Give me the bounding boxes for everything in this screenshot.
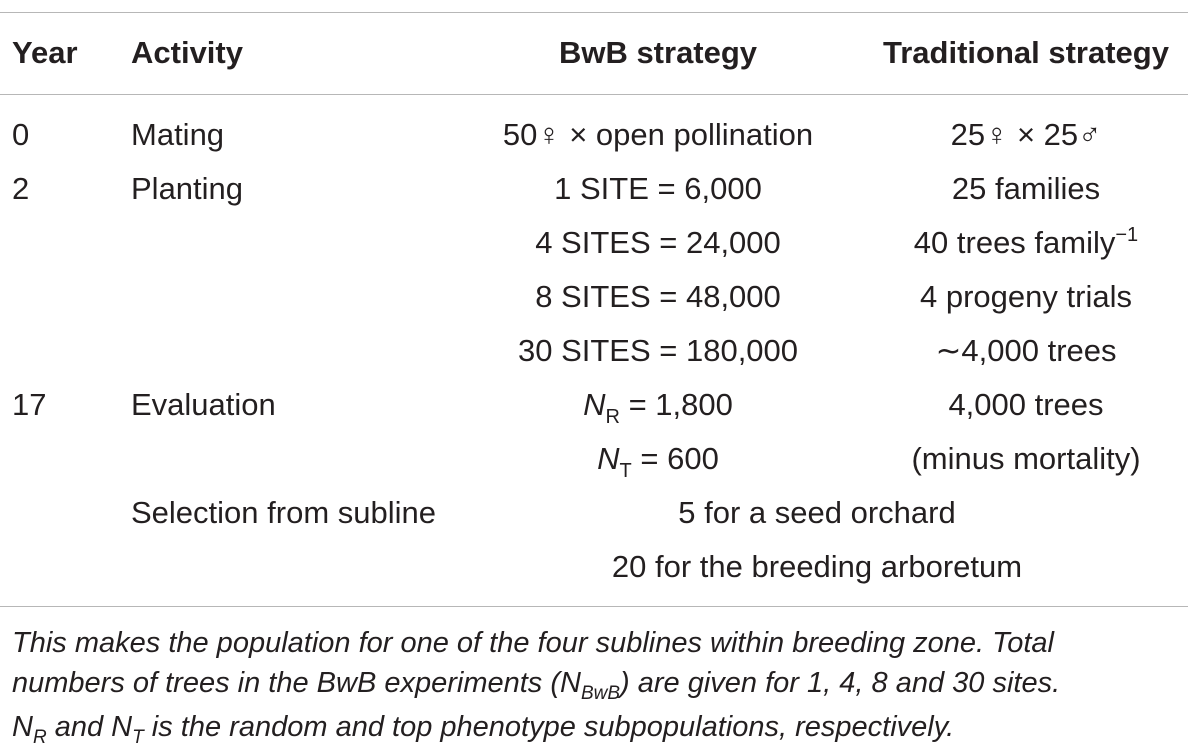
footnote-nbwb-subscript: BwB xyxy=(580,683,621,704)
row-4-bwb: 30 SITES = 180,000 xyxy=(517,333,799,368)
row-5-year: 17 xyxy=(12,387,47,422)
row-3-traditional: 4 progeny trials xyxy=(920,279,1132,314)
top-rule xyxy=(0,12,1188,13)
header-traditional-strategy: Traditional strategy xyxy=(883,35,1169,70)
row-6-bwb-variable: N xyxy=(597,441,620,476)
row-2-traditional: 40 trees family−1 xyxy=(866,224,1186,265)
bottom-rule xyxy=(0,606,1188,607)
row-8-spanning-value: 20 for the breeding arboretum xyxy=(611,549,1023,584)
row-5-bwb-variable: N xyxy=(583,387,606,422)
table-footnote: This makes the population for one of the… xyxy=(12,623,1192,751)
row-2-bwb: 4 SITES = 24,000 xyxy=(535,225,781,260)
row-0-traditional: 25♀ × 25♂ xyxy=(950,117,1102,152)
footnote-line-3: NR and NT is the random and top phenotyp… xyxy=(12,707,1192,751)
row-6-traditional: (minus mortality) xyxy=(911,441,1141,476)
row-7-spanning-value: 5 for a seed orchard xyxy=(678,495,956,530)
row-5-bwb-subscript: R xyxy=(605,406,620,428)
row-2-traditional-text: 40 trees family xyxy=(913,225,1116,260)
row-3-bwb: 8 SITES = 48,000 xyxy=(535,279,781,314)
row-7-activity: Selection from subline xyxy=(131,495,436,530)
row-5-bwb-value: = 1,800 xyxy=(619,387,733,422)
row-5-activity: Evaluation xyxy=(131,387,276,422)
footnote-nt-subscript: T xyxy=(132,727,144,748)
row-6-bwb-value: = 600 xyxy=(631,441,719,476)
footnote-line-2: numbers of trees in the BwB experiments … xyxy=(12,663,1192,707)
row-4-traditional: ∼4,000 trees xyxy=(935,333,1117,368)
footnote-line-3-middle: and N xyxy=(46,711,133,743)
header-bwb-strategy: BwB strategy xyxy=(558,35,758,70)
header-year: Year xyxy=(12,35,78,70)
footnote-line-2-end: ) are given for 1, 4, 8 and 30 sites. xyxy=(620,667,1061,699)
row-6-bwb: NT = 600 xyxy=(448,441,868,482)
row-2-traditional-exponent: −1 xyxy=(1115,224,1139,246)
row-0-year: 0 xyxy=(12,117,30,152)
footnote-line-3-start: N xyxy=(12,711,33,743)
row-6-bwb-subscript: T xyxy=(619,460,632,482)
row-0-activity: Mating xyxy=(131,117,225,152)
row-5-bwb: NR = 1,800 xyxy=(448,387,868,428)
footnote-nr-subscript: R xyxy=(32,727,47,748)
footnote-line-1: This makes the population for one of the… xyxy=(12,627,1054,659)
row-1-activity: Planting xyxy=(131,171,244,206)
footnote-line-3-end: is the random and top phenotype subpopul… xyxy=(143,711,955,743)
row-5-traditional: 4,000 trees xyxy=(948,387,1104,422)
row-0-bwb: 50♀ × open pollination xyxy=(502,117,814,152)
footnote-line-2-start: numbers of trees in the BwB experiments … xyxy=(12,667,581,699)
row-1-bwb: 1 SITE = 6,000 xyxy=(554,171,762,206)
header-rule xyxy=(0,94,1188,95)
row-1-traditional: 25 families xyxy=(951,171,1101,206)
header-activity: Activity xyxy=(131,35,243,70)
row-1-year: 2 xyxy=(12,171,30,206)
